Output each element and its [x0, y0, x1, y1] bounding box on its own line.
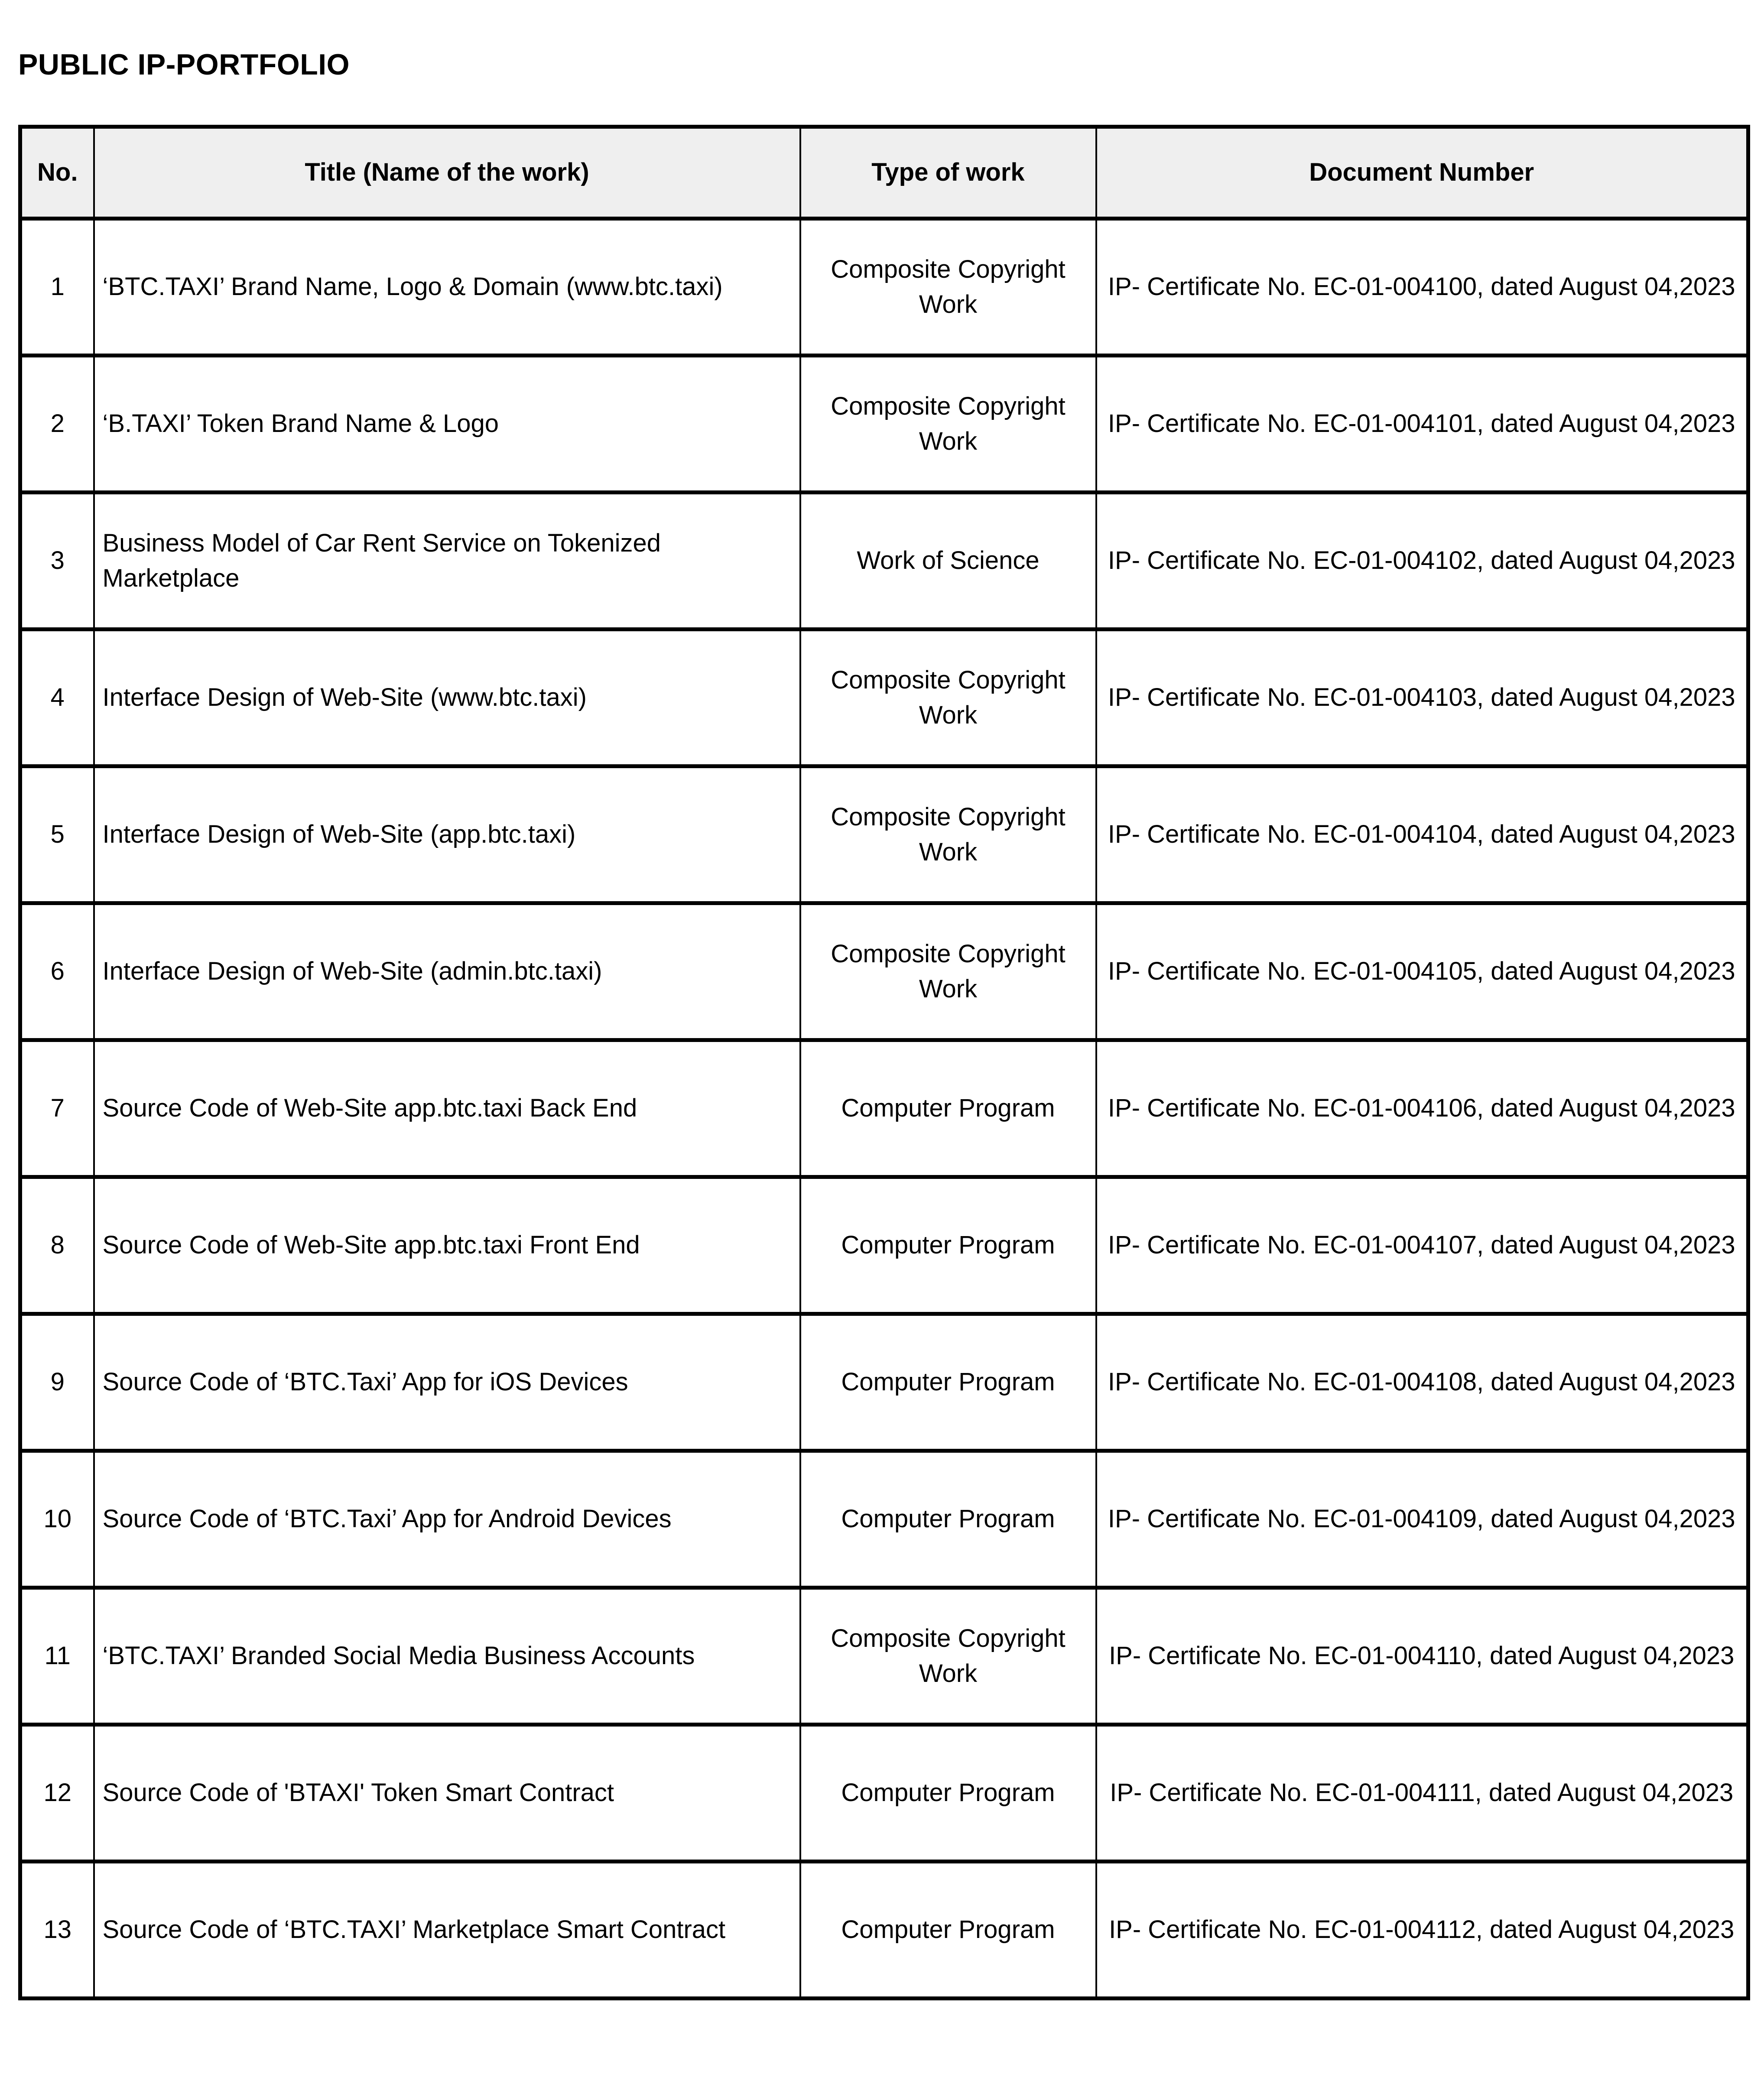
- page-title: PUBLIC IP-PORTFOLIO: [18, 48, 350, 81]
- row-work-type: Composite Copyright Work: [799, 765, 1097, 905]
- row-work-type: Composite Copyright Work: [799, 354, 1097, 494]
- row-work-title: Interface Design of Web-Site (admin.btc.…: [93, 902, 801, 1042]
- row-document-number: IP- Certificate No. EC-01-004103, dated …: [1095, 628, 1748, 768]
- table-row: 10 Source Code of ‘BTC.Taxi’ App for And…: [20, 1450, 1748, 1590]
- row-work-title: Source Code of Web-Site app.btc.taxi Bac…: [93, 1039, 801, 1179]
- table-row: 2 ‘B.TAXI’ Token Brand Name & Logo Compo…: [20, 354, 1748, 494]
- row-work-type: Composite Copyright Work: [799, 217, 1097, 357]
- row-number: 7: [20, 1039, 95, 1179]
- row-work-title: Interface Design of Web-Site (www.btc.ta…: [93, 628, 801, 768]
- table-row: 8 Source Code of Web-Site app.btc.taxi F…: [20, 1176, 1748, 1316]
- table-row: 3 Business Model of Car Rent Service on …: [20, 491, 1748, 631]
- column-header-title: Title (Name of the work): [93, 127, 801, 221]
- row-work-type: Work of Science: [799, 491, 1097, 631]
- row-number: 2: [20, 354, 95, 494]
- row-number: 1: [20, 217, 95, 357]
- ip-portfolio-table: No. Title (Name of the work) Type of wor…: [18, 125, 1750, 2000]
- row-document-number: IP- Certificate No. EC-01-004111, dated …: [1095, 1723, 1748, 1863]
- row-number: 12: [20, 1723, 95, 1863]
- table-row: 11 ‘BTC.TAXI’ Branded Social Media Busin…: [20, 1587, 1748, 1727]
- table-body: 1 ‘BTC.TAXI’ Brand Name, Logo & Domain (…: [20, 217, 1748, 1999]
- row-work-title: ‘BTC.TAXI’ Branded Social Media Business…: [93, 1587, 801, 1727]
- row-document-number: IP- Certificate No. EC-01-004110, dated …: [1095, 1587, 1748, 1727]
- row-work-title: Source Code of ‘BTC.Taxi’ App for Androi…: [93, 1450, 801, 1590]
- row-work-title: ‘B.TAXI’ Token Brand Name & Logo: [93, 354, 801, 494]
- row-work-type: Computer Program: [799, 1039, 1097, 1179]
- row-document-number: IP- Certificate No. EC-01-004108, dated …: [1095, 1313, 1748, 1453]
- row-work-type: Composite Copyright Work: [799, 902, 1097, 1042]
- row-number: 4: [20, 628, 95, 768]
- row-work-title: Source Code of ‘BTC.Taxi’ App for iOS De…: [93, 1313, 801, 1453]
- table-header-row: No. Title (Name of the work) Type of wor…: [20, 127, 1748, 221]
- row-work-type: Computer Program: [799, 1176, 1097, 1316]
- table-row: 1 ‘BTC.TAXI’ Brand Name, Logo & Domain (…: [20, 217, 1748, 357]
- row-work-title: ‘BTC.TAXI’ Brand Name, Logo & Domain (ww…: [93, 217, 801, 357]
- column-header-type: Type of work: [799, 127, 1097, 221]
- table-row: 12 Source Code of 'BTAXI' Token Smart Co…: [20, 1723, 1748, 1863]
- row-document-number: IP- Certificate No. EC-01-004104, dated …: [1095, 765, 1748, 905]
- row-work-type: Computer Program: [799, 1450, 1097, 1590]
- column-header-no: No.: [20, 127, 95, 221]
- row-document-number: IP- Certificate No. EC-01-004105, dated …: [1095, 902, 1748, 1042]
- row-number: 8: [20, 1176, 95, 1316]
- row-work-title: Source Code of ‘BTC.TAXI’ Marketplace Sm…: [93, 1860, 801, 1999]
- table-header: No. Title (Name of the work) Type of wor…: [20, 127, 1748, 221]
- row-work-type: Composite Copyright Work: [799, 628, 1097, 768]
- row-number: 5: [20, 765, 95, 905]
- table-row: 5 Interface Design of Web-Site (app.btc.…: [20, 765, 1748, 905]
- row-document-number: IP- Certificate No. EC-01-004109, dated …: [1095, 1450, 1748, 1590]
- table-row: 4 Interface Design of Web-Site (www.btc.…: [20, 628, 1748, 768]
- row-work-title: Business Model of Car Rent Service on To…: [93, 491, 801, 631]
- row-document-number: IP- Certificate No. EC-01-004100, dated …: [1095, 217, 1748, 357]
- row-document-number: IP- Certificate No. EC-01-004102, dated …: [1095, 491, 1748, 631]
- row-document-number: IP- Certificate No. EC-01-004107, dated …: [1095, 1176, 1748, 1316]
- table-row: 9 Source Code of ‘BTC.Taxi’ App for iOS …: [20, 1313, 1748, 1453]
- table-row: 6 Interface Design of Web-Site (admin.bt…: [20, 902, 1748, 1042]
- row-number: 10: [20, 1450, 95, 1590]
- row-document-number: IP- Certificate No. EC-01-004101, dated …: [1095, 354, 1748, 494]
- row-work-title: Interface Design of Web-Site (app.btc.ta…: [93, 765, 801, 905]
- row-number: 13: [20, 1860, 95, 1999]
- row-work-type: Computer Program: [799, 1723, 1097, 1863]
- row-document-number: IP- Certificate No. EC-01-004112, dated …: [1095, 1860, 1748, 1999]
- row-number: 11: [20, 1587, 95, 1727]
- row-work-type: Computer Program: [799, 1313, 1097, 1453]
- row-work-type: Composite Copyright Work: [799, 1587, 1097, 1727]
- row-number: 6: [20, 902, 95, 1042]
- table-row: 7 Source Code of Web-Site app.btc.taxi B…: [20, 1039, 1748, 1179]
- row-number: 9: [20, 1313, 95, 1453]
- row-work-title: Source Code of Web-Site app.btc.taxi Fro…: [93, 1176, 801, 1316]
- row-document-number: IP- Certificate No. EC-01-004106, dated …: [1095, 1039, 1748, 1179]
- table-row: 13 Source Code of ‘BTC.TAXI’ Marketplace…: [20, 1860, 1748, 1999]
- row-work-type: Computer Program: [799, 1860, 1097, 1999]
- column-header-doc: Document Number: [1095, 127, 1748, 221]
- row-number: 3: [20, 491, 95, 631]
- row-work-title: Source Code of 'BTAXI' Token Smart Contr…: [93, 1723, 801, 1863]
